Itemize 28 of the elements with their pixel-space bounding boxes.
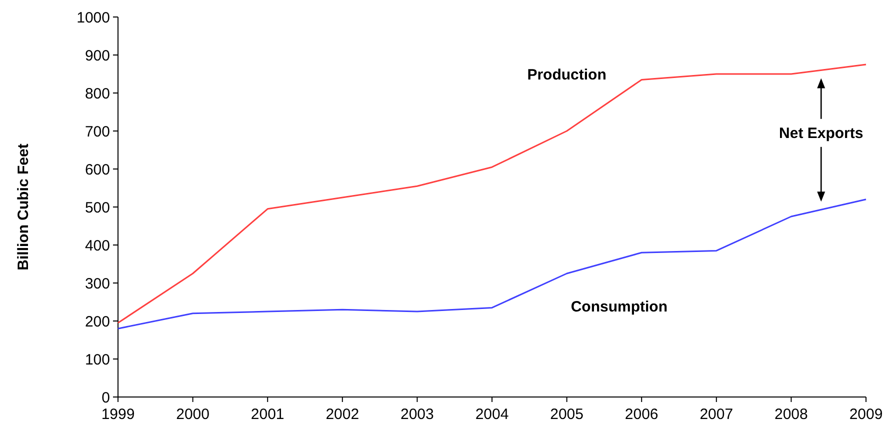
annotation: Net Exports xyxy=(779,125,864,142)
y-tick-label: 800 xyxy=(84,85,110,102)
x-tick-label: 2004 xyxy=(475,406,509,423)
x-tick-label: 2002 xyxy=(326,406,360,423)
x-tick-label: 2006 xyxy=(624,406,658,423)
x-tick-label: 1999 xyxy=(101,406,135,423)
y-tick-label: 500 xyxy=(84,199,110,216)
y-tick-label: 200 xyxy=(84,313,110,330)
series-label: Consumption xyxy=(570,298,668,316)
y-tick-label: 600 xyxy=(84,161,110,178)
x-tick-label: 2005 xyxy=(550,406,584,423)
x-tick-label: 2000 xyxy=(176,406,210,423)
x-tick-label: 2007 xyxy=(700,406,734,423)
y-tick-label: 400 xyxy=(84,237,110,254)
y-tick-label: 1000 xyxy=(76,9,110,26)
y-tick-label: 100 xyxy=(84,351,110,368)
x-tick-label: 2009 xyxy=(849,406,883,423)
x-tick-label: 2008 xyxy=(774,406,808,423)
y-tick-label: 300 xyxy=(84,275,110,292)
y-axis-title: Billion Cubic Feet xyxy=(15,144,32,270)
line-series xyxy=(117,198,867,330)
series-label: Production xyxy=(527,66,606,84)
y-tick-label: 0 xyxy=(102,389,110,406)
line-series xyxy=(117,64,867,324)
y-tick-label: 900 xyxy=(84,47,110,64)
x-tick-label: 2003 xyxy=(400,406,434,423)
y-tick-label: 700 xyxy=(84,123,110,140)
x-tick-label: 2001 xyxy=(250,406,284,423)
